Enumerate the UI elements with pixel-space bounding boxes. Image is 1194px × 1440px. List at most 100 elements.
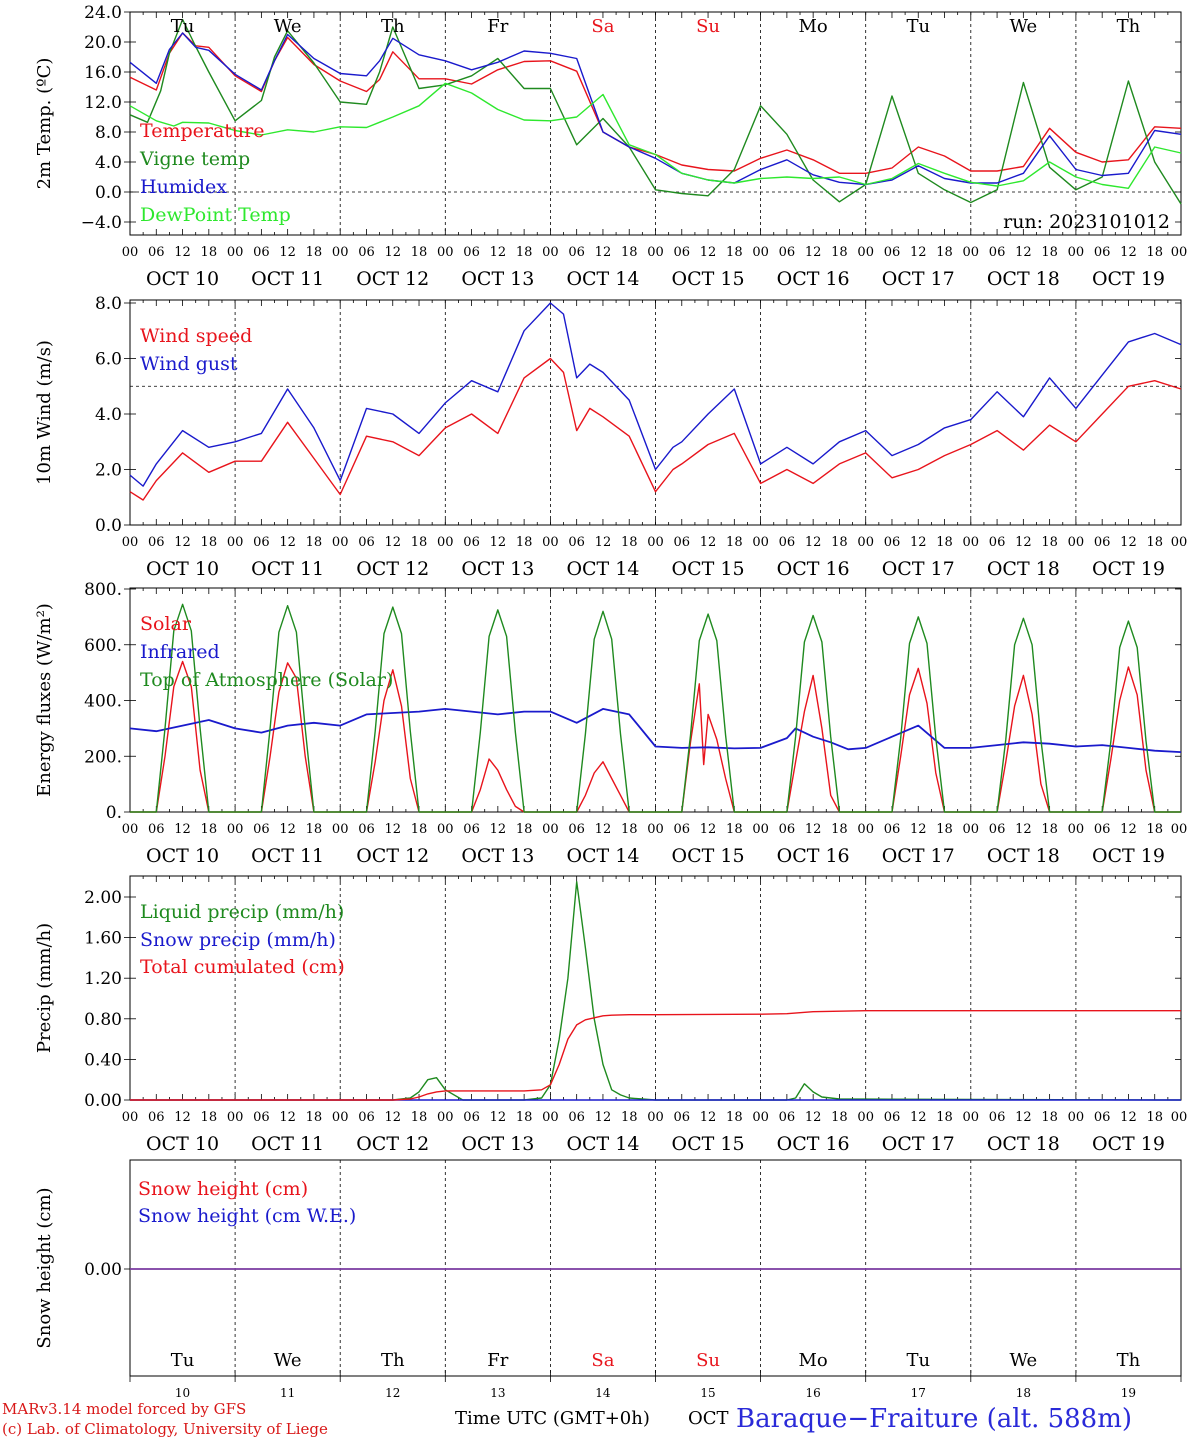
hour-label: 00 [1068, 822, 1085, 837]
hour-label: 12 [279, 822, 296, 837]
date-label: OCT 19 [1092, 1133, 1165, 1155]
hour-label: 06 [148, 1110, 165, 1125]
day-number: 17 [911, 1386, 926, 1400]
hour-label: 00 [1068, 1110, 1085, 1125]
date-label: OCT 13 [461, 845, 534, 867]
hour-label: 06 [253, 245, 270, 260]
hour-label: 00 [122, 535, 139, 550]
hour-label: 18 [516, 245, 533, 260]
date-label: OCT 15 [672, 1133, 745, 1155]
hour-label: 00 [963, 535, 980, 550]
y-tick-label: 0.80 [84, 1010, 122, 1030]
hour-label: 12 [910, 822, 927, 837]
hour-label: 18 [306, 1110, 323, 1125]
legend-entry: Vigne temp [139, 148, 250, 170]
hour-label: 06 [884, 535, 901, 550]
hour-label: 12 [805, 822, 822, 837]
time-axis-label: Time UTC (GMT+0h) [455, 1408, 650, 1429]
date-label: OCT 18 [987, 1133, 1060, 1155]
y-tick-label: 1.20 [84, 969, 122, 989]
date-label: OCT 12 [356, 845, 429, 867]
hour-label: 06 [358, 822, 375, 837]
hour-label: 12 [174, 245, 191, 260]
hour-label: 18 [726, 1110, 743, 1125]
hour-label: 12 [1015, 822, 1032, 837]
hour-label: 06 [568, 535, 585, 550]
hour-label: 18 [1146, 245, 1163, 260]
day-number: 15 [700, 1386, 715, 1400]
y-tick-label: 600. [84, 636, 122, 656]
y-axis-label: 10m Wind (m/s) [34, 340, 55, 485]
hour-label: 18 [516, 535, 533, 550]
hour-label: 18 [726, 822, 743, 837]
hour-label: 18 [306, 822, 323, 837]
weekday-label: We [274, 16, 302, 37]
hour-label: 06 [1094, 822, 1111, 837]
date-label: OCT 14 [566, 1133, 639, 1155]
hour-label: 00 [437, 1110, 454, 1125]
hour-label: 18 [936, 822, 953, 837]
y-tick-label: 0. [106, 803, 122, 823]
y-tick-label: 400. [84, 692, 122, 712]
hour-label: 06 [989, 535, 1006, 550]
legend-entry: Wind speed [140, 325, 252, 347]
date-label: OCT 18 [987, 268, 1060, 290]
hour-label: 06 [674, 1110, 691, 1125]
day-number: 16 [806, 1386, 821, 1400]
weekday-label: Tu [171, 16, 195, 37]
hour-label: 00 [542, 822, 559, 837]
date-label: OCT 11 [251, 1133, 324, 1155]
hour-label: 18 [1041, 822, 1058, 837]
y-tick-label: 20.0 [84, 33, 122, 53]
date-label: OCT 14 [566, 558, 639, 580]
hour-label: 06 [148, 245, 165, 260]
weekday-label: We [1010, 16, 1038, 37]
series-line-dewpoint-temp [129, 82, 1182, 190]
hour-label: 00 [332, 1110, 349, 1125]
hour-label: 06 [568, 1110, 585, 1125]
hour-label: 00 [752, 1110, 769, 1125]
day-number: 13 [490, 1386, 505, 1400]
series-line-wind-gust [129, 302, 1182, 487]
series-line-liquid-precip-mm-h- [130, 881, 1182, 1101]
series-line-total-cumulated-cm- [130, 1010, 1181, 1101]
hour-label: 00 [857, 535, 874, 550]
y-tick-label: 0.0 [95, 183, 122, 203]
hour-label: 06 [358, 535, 375, 550]
hour-label: 06 [358, 245, 375, 260]
hour-label: 12 [490, 822, 507, 837]
weekday-label: Th [1117, 1350, 1141, 1371]
hour-label: 18 [1041, 245, 1058, 260]
hour-label: 00 [1171, 822, 1188, 837]
hour-label: 00 [752, 822, 769, 837]
hour-label: 06 [779, 822, 796, 837]
date-label: OCT 15 [672, 845, 745, 867]
hour-label: 18 [201, 1110, 218, 1125]
hour-label: 12 [910, 1110, 927, 1125]
hour-label: 06 [463, 822, 480, 837]
series-line-infrared [129, 708, 1182, 753]
weekday-label: Fr [487, 1350, 508, 1371]
hour-label: 00 [227, 535, 244, 550]
weekday-label: Tu [906, 16, 930, 37]
hour-label: 06 [674, 822, 691, 837]
date-label: OCT 11 [251, 268, 324, 290]
hour-label: 18 [516, 1110, 533, 1125]
hour-label: 00 [122, 245, 139, 260]
day-number: 19 [1121, 1386, 1136, 1400]
legend-entry: Snow height (cm W.E.) [138, 1205, 356, 1227]
hour-label: 00 [332, 535, 349, 550]
date-label: OCT 11 [251, 845, 324, 867]
hour-label: 18 [201, 245, 218, 260]
hour-label: 00 [857, 245, 874, 260]
plot-frame [129, 587, 1182, 813]
run-annotation: run: 2023101012 [1003, 211, 1170, 233]
hour-label: 12 [595, 1110, 612, 1125]
hour-label: 06 [779, 535, 796, 550]
hour-label: 12 [700, 822, 717, 837]
hour-label: 12 [910, 535, 927, 550]
hour-label: 00 [752, 245, 769, 260]
hour-label: 12 [910, 245, 927, 260]
legend-entry: Wind gust [140, 353, 238, 375]
